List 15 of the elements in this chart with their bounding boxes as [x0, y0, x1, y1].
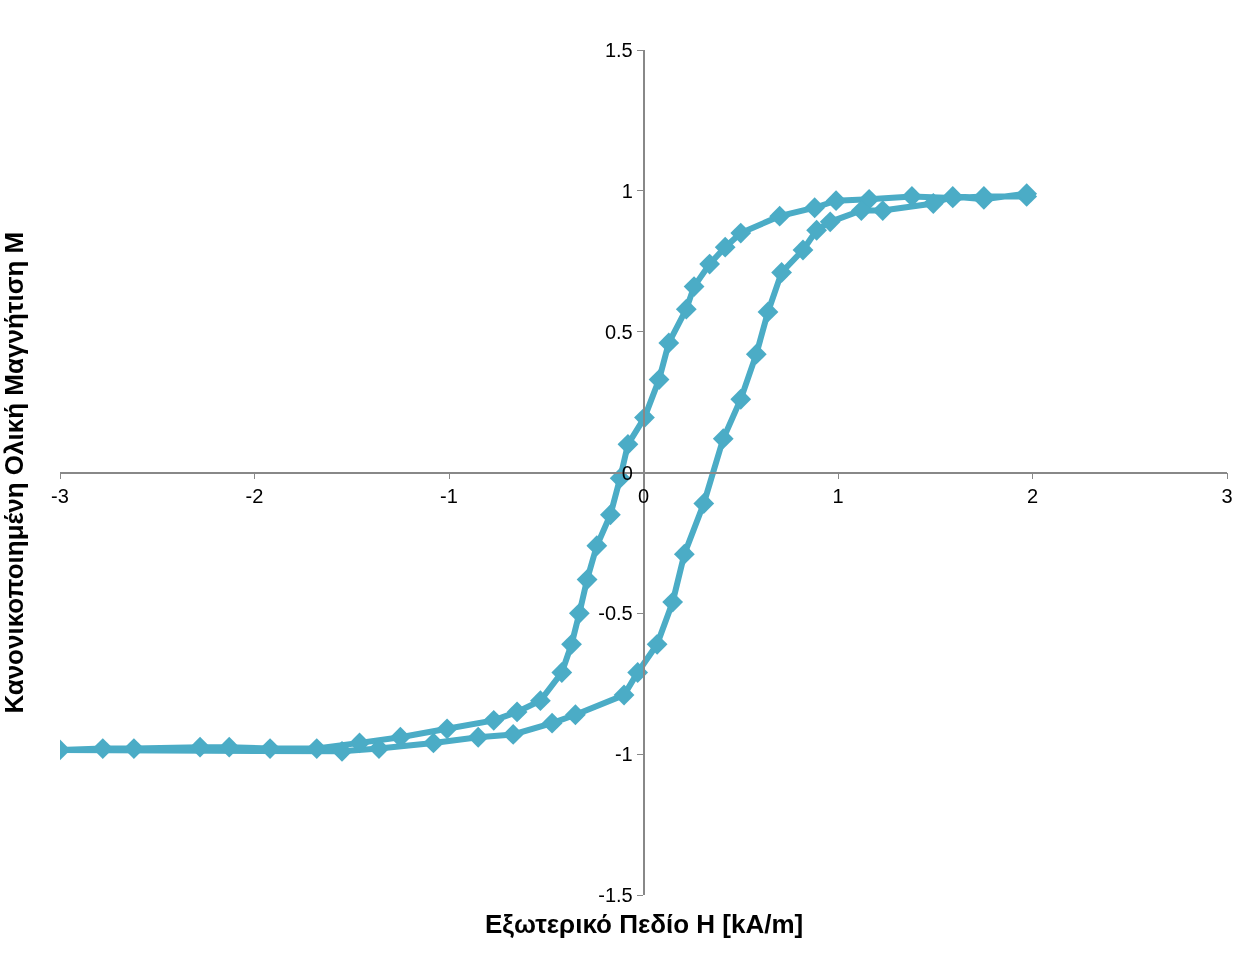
x-tick-label: -1 — [440, 485, 458, 508]
x-tick-label: 0 — [637, 485, 650, 508]
y-tick-label: 1 — [621, 179, 633, 202]
x-axis-title: Εξωτερικό Πεδίο Η [kA/m] — [485, 909, 804, 939]
x-tick-label: 3 — [1221, 485, 1233, 508]
y-tick-label: 0.5 — [604, 320, 633, 343]
y-tick-label: 1.5 — [604, 39, 633, 61]
x-tick-label: -2 — [245, 485, 264, 508]
y-tick-label: -1 — [614, 743, 633, 766]
y-axis-title: Κανονικοποιημένη Ολική Μαγνήτιση Μ — [0, 231, 29, 714]
y-tick-label: -1.5 — [598, 884, 633, 906]
y-tick-label: -0.5 — [598, 602, 633, 625]
x-tick-label: -3 — [51, 485, 69, 508]
x-tick-label: 2 — [1026, 485, 1039, 508]
x-tick-label: 1 — [832, 485, 844, 508]
